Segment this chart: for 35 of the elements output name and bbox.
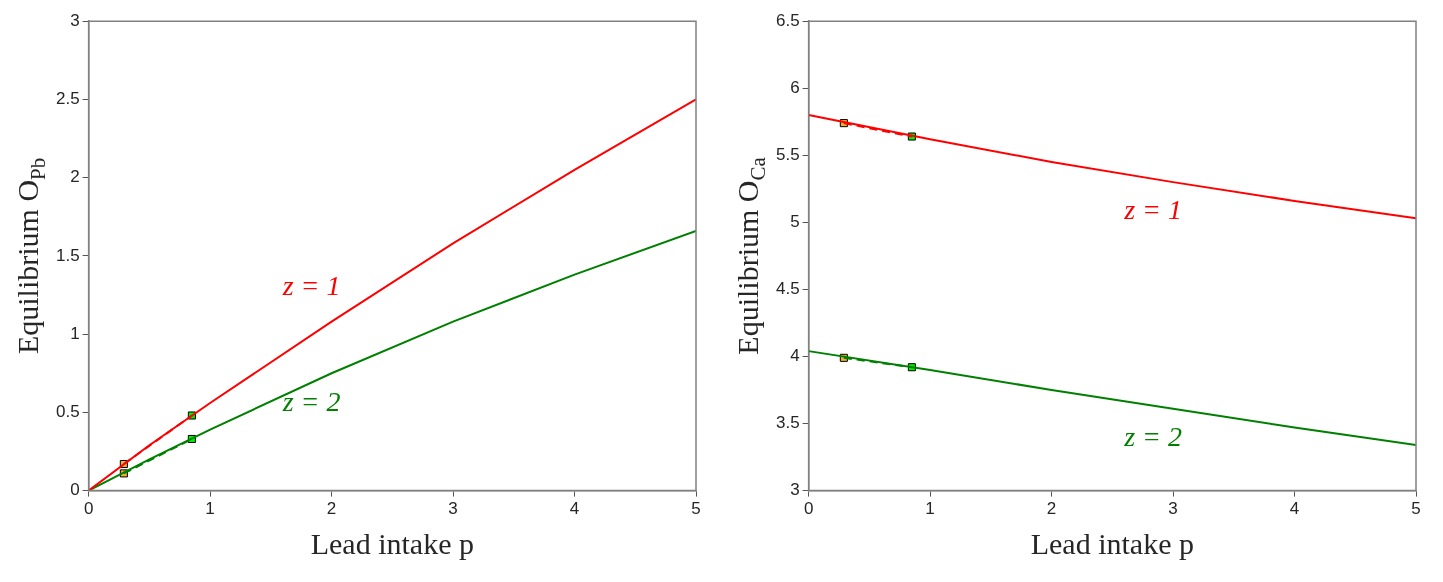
y-tick-label: 3 <box>70 10 80 30</box>
x-tick-label: 3 <box>448 499 458 519</box>
y-axis-title: Equilibrium OCa <box>730 156 770 355</box>
y-tick-label: 0.5 <box>55 402 80 422</box>
x-tick-label: 2 <box>1046 499 1057 519</box>
y-tick-label: 6 <box>790 77 800 97</box>
y-tick-label: 1 <box>70 323 80 343</box>
x-axis-title: Lead intake p <box>1030 526 1194 560</box>
x-tick-label: 0 <box>83 499 94 519</box>
series-label: z = 2 <box>1123 421 1182 453</box>
y-tick-label: 5.5 <box>775 145 800 164</box>
y-tick-label: 5 <box>790 212 800 232</box>
x-tick-label: 3 <box>1168 499 1178 519</box>
y-tick-label: 2.5 <box>55 89 80 109</box>
y-tick-label: 6.5 <box>775 10 800 30</box>
x-tick-label: 1 <box>205 499 215 519</box>
x-axis-title: Lead intake p <box>310 526 474 560</box>
x-tick-label: 5 <box>1411 499 1421 519</box>
x-tick-label: 4 <box>569 499 580 519</box>
y-tick-label: 3 <box>790 480 800 500</box>
x-tick-label: 4 <box>1289 499 1300 519</box>
series-label: z = 1 <box>281 269 341 301</box>
y-tick-label: 3.5 <box>775 413 800 433</box>
series-label: z = 1 <box>1123 194 1182 226</box>
y-tick-label: 0 <box>70 480 80 500</box>
x-tick-label: 2 <box>326 499 337 519</box>
y-tick-label: 4 <box>790 346 800 366</box>
y-tick-label: 4.5 <box>775 279 800 299</box>
y-axis-title: Equilibrium OPb <box>10 157 50 355</box>
x-tick-label: 0 <box>803 499 814 519</box>
y-tick-label: 1.5 <box>55 245 80 265</box>
x-tick-label: 1 <box>925 499 935 519</box>
series-label: z = 2 <box>281 385 341 417</box>
x-tick-label: 5 <box>691 499 701 519</box>
y-tick-label: 2 <box>70 167 80 187</box>
